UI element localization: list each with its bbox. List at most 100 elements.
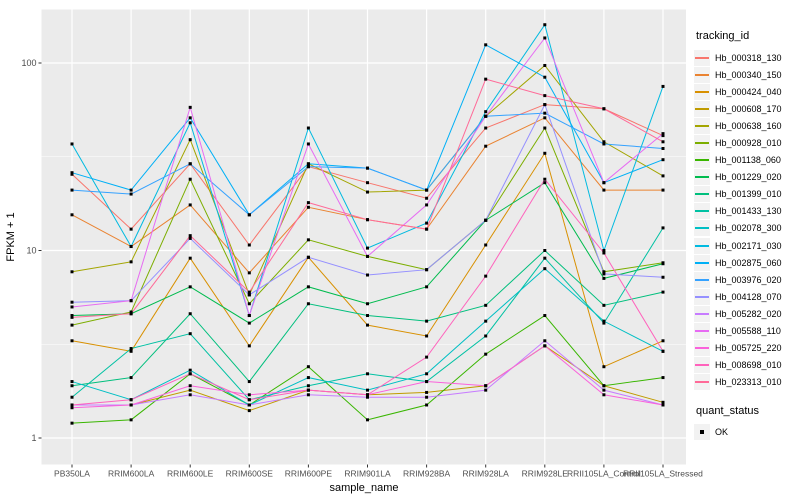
legend-label: Hb_002171_030 bbox=[715, 240, 782, 251]
legend-item-Hb_001399_010: Hb_001399_010 bbox=[694, 186, 800, 203]
legend-color-line bbox=[695, 347, 709, 350]
legend-key-swatch bbox=[694, 323, 710, 340]
legend-key-swatch bbox=[694, 340, 710, 357]
legend-key-swatch bbox=[694, 83, 710, 100]
legend-color-line bbox=[695, 278, 709, 281]
data-point bbox=[306, 165, 310, 169]
data-point bbox=[543, 94, 547, 98]
data-point bbox=[247, 290, 251, 294]
data-point bbox=[188, 384, 192, 388]
data-point bbox=[306, 201, 310, 205]
data-point bbox=[366, 181, 369, 185]
data-point bbox=[661, 158, 665, 162]
data-point bbox=[602, 276, 606, 280]
data-point bbox=[543, 344, 547, 348]
data-point bbox=[70, 403, 74, 407]
legend-title-tracking-id: tracking_id bbox=[696, 30, 750, 42]
data-point bbox=[425, 227, 429, 231]
legend-color-line bbox=[695, 73, 709, 76]
y-tick-label: 100 bbox=[21, 58, 36, 68]
data-point bbox=[70, 270, 74, 274]
x-tick-label: RRII105LA_Stressed bbox=[623, 469, 703, 479]
data-point bbox=[129, 227, 133, 231]
data-point bbox=[543, 116, 547, 120]
data-point bbox=[129, 403, 133, 407]
legend-key-swatch bbox=[694, 66, 710, 83]
data-point bbox=[129, 347, 133, 351]
data-point bbox=[70, 395, 74, 399]
legend-item-Hb_001433_130: Hb_001433_130 bbox=[694, 203, 800, 220]
data-point bbox=[602, 251, 606, 255]
legend-item-Hb_002875_060: Hb_002875_060 bbox=[694, 254, 800, 271]
data-point bbox=[425, 355, 429, 359]
x-tick-label: RRIM928LE bbox=[522, 469, 569, 479]
data-point bbox=[661, 134, 665, 138]
data-point bbox=[70, 421, 74, 425]
data-point bbox=[602, 181, 606, 185]
legend-item-Hb_000608_170: Hb_000608_170 bbox=[694, 100, 800, 117]
data-point bbox=[70, 305, 74, 309]
data-point bbox=[247, 243, 251, 247]
data-point bbox=[306, 142, 310, 146]
data-point bbox=[70, 384, 74, 388]
legend-color-line bbox=[695, 227, 709, 230]
data-point bbox=[306, 393, 310, 397]
data-point bbox=[602, 365, 606, 369]
data-point bbox=[306, 302, 310, 306]
data-point bbox=[543, 339, 547, 343]
data-point bbox=[188, 121, 192, 125]
y-tick-label: 1 bbox=[31, 433, 36, 443]
data-point bbox=[602, 321, 606, 325]
data-point bbox=[425, 334, 429, 338]
data-point bbox=[247, 271, 251, 275]
data-point bbox=[70, 380, 74, 384]
data-point bbox=[306, 384, 310, 388]
data-point bbox=[543, 249, 547, 252]
quant-status-legend: quant_status OK bbox=[694, 405, 800, 441]
data-point bbox=[602, 393, 606, 397]
data-point bbox=[661, 275, 665, 279]
data-point bbox=[425, 221, 429, 225]
legend-item-Hb_002078_300: Hb_002078_300 bbox=[694, 220, 800, 237]
x-tick-label: RRII105LA_Control bbox=[567, 469, 641, 479]
data-point bbox=[543, 111, 547, 115]
ok-square-icon bbox=[700, 430, 704, 435]
data-point bbox=[602, 140, 606, 144]
data-point bbox=[188, 256, 192, 260]
data-point bbox=[306, 255, 310, 259]
data-point bbox=[543, 75, 547, 79]
x-tick-label: RRIM600LE bbox=[167, 469, 214, 479]
legend-label: Hb_008698_010 bbox=[715, 360, 782, 371]
data-point bbox=[366, 166, 369, 170]
data-point bbox=[306, 376, 310, 380]
data-point bbox=[306, 365, 310, 369]
legend-label: Hb_000424_040 bbox=[715, 86, 782, 97]
data-point bbox=[306, 205, 310, 209]
data-point bbox=[70, 314, 74, 318]
data-point bbox=[661, 262, 665, 266]
legend-color-line bbox=[695, 142, 709, 145]
legend-label: Hb_000638_160 bbox=[715, 120, 782, 131]
data-point bbox=[543, 103, 547, 107]
legend-color-line bbox=[695, 124, 709, 127]
x-tick-label: RRIM600PE bbox=[285, 469, 333, 479]
data-point bbox=[188, 234, 192, 238]
data-point bbox=[188, 138, 192, 142]
data-point bbox=[129, 299, 133, 303]
legend-item-Hb_023313_010: Hb_023313_010 bbox=[694, 374, 800, 391]
data-point bbox=[70, 213, 74, 217]
data-point bbox=[484, 274, 488, 278]
data-point bbox=[129, 398, 133, 402]
legend-item-Hb_000340_150: Hb_000340_150 bbox=[694, 66, 800, 83]
legend-label: Hb_000318_130 bbox=[715, 52, 782, 63]
legend-key-swatch bbox=[694, 117, 710, 134]
legend-item-Hb_008698_010: Hb_008698_010 bbox=[694, 357, 800, 374]
legend-key-swatch bbox=[694, 374, 710, 391]
data-point bbox=[484, 126, 488, 130]
data-point bbox=[484, 144, 488, 148]
legend-key-swatch bbox=[694, 305, 710, 322]
data-point bbox=[602, 249, 606, 252]
legend-key-swatch bbox=[694, 203, 710, 220]
data-point bbox=[247, 314, 251, 318]
data-point bbox=[602, 270, 606, 274]
